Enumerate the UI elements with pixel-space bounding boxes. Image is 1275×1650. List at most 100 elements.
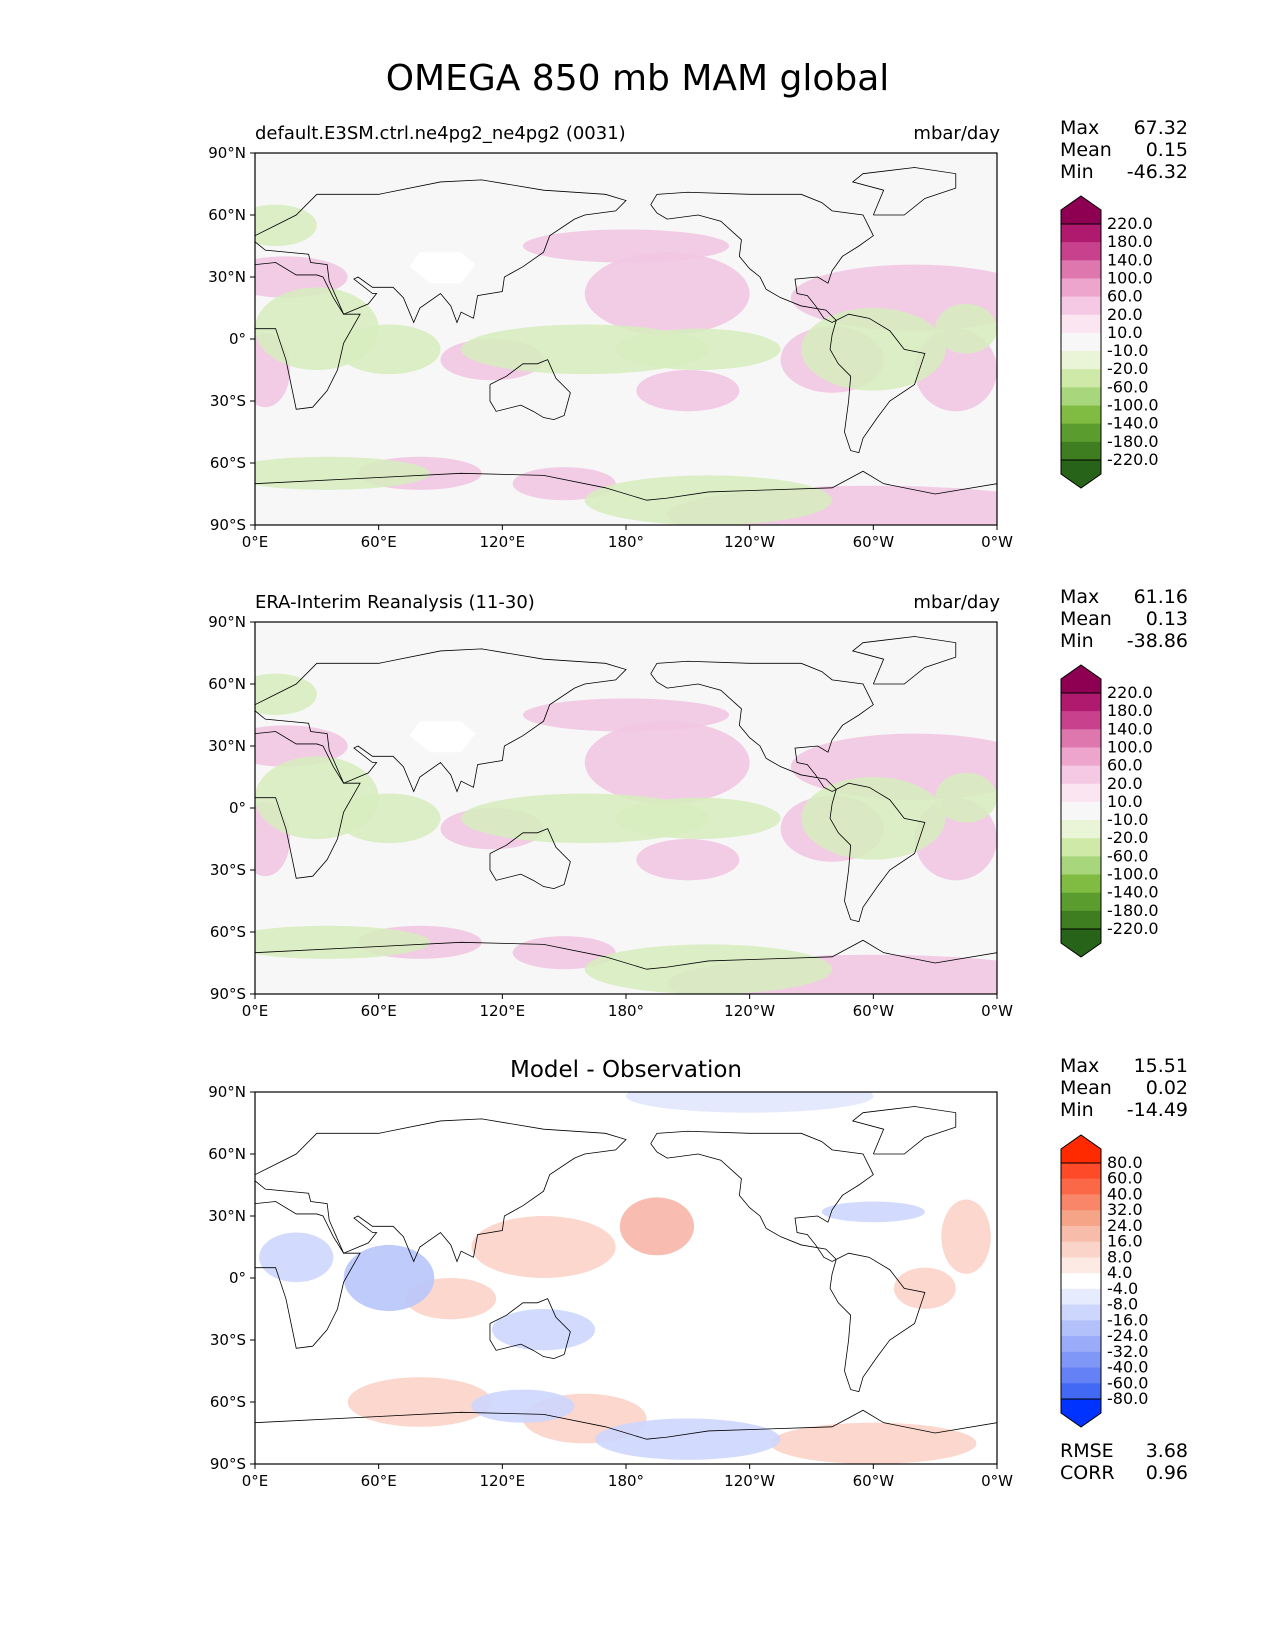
lat-tick-label: 30°S xyxy=(210,861,246,879)
coastline-1 xyxy=(255,1118,627,1263)
lon-tick-label: 60°W xyxy=(853,1002,895,1020)
colorbar-swatch xyxy=(1061,423,1101,443)
colorbar-swatch xyxy=(1061,1241,1101,1258)
stat-min-label: Min xyxy=(1060,161,1094,183)
lon-tick-label: 180° xyxy=(608,1002,644,1020)
colorbar-swatch xyxy=(1061,1194,1101,1211)
lon-tick-label: 180° xyxy=(608,533,644,551)
colorbar-extend-min xyxy=(1060,928,1102,958)
colorbar-extend-min xyxy=(1060,459,1102,489)
lon-tick-label: 0°W xyxy=(981,533,1013,551)
colorbar-level-label: 20.0 xyxy=(1107,774,1143,793)
field-pos xyxy=(584,721,750,804)
colorbar-level-label: 220.0 xyxy=(1107,214,1153,233)
lat-tick-label: 60°S xyxy=(210,1393,246,1411)
stat-mean-label: Mean xyxy=(1060,608,1112,630)
colorbar-swatch xyxy=(1061,260,1101,279)
lon-tick-label: 0°W xyxy=(981,1002,1013,1020)
colorbar-level-label: -100.0 xyxy=(1107,865,1159,884)
colorbar-level-label: 60.0 xyxy=(1107,756,1143,775)
lat-tick-label: 60°N xyxy=(208,1145,246,1163)
lon-tick-label: 120°W xyxy=(724,1002,775,1020)
colorbar-swatch xyxy=(1061,405,1101,425)
colorbar-swatch xyxy=(1061,1163,1101,1180)
colorbar-3: 80.060.040.032.024.016.08.04.0-4.0-8.0-1… xyxy=(1060,1134,1148,1428)
colorbar-swatch xyxy=(1061,278,1101,298)
lon-tick-label: 60°E xyxy=(361,1002,397,1020)
colorbar-level-label: -4.0 xyxy=(1107,1279,1138,1298)
coastline-2 xyxy=(489,1298,571,1360)
tibet-mask xyxy=(409,252,476,284)
metric-corr-label: CORR xyxy=(1060,1462,1115,1484)
field-neg xyxy=(626,1092,874,1113)
field-pos xyxy=(347,1377,493,1427)
colorbar-swatch xyxy=(1061,711,1101,730)
stat-mean-label: Mean xyxy=(1060,139,1112,161)
colorbar-swatch xyxy=(1061,242,1101,261)
lon-tick-label: 120°W xyxy=(724,533,775,551)
colorbar-swatch xyxy=(1061,874,1101,894)
colorbar-level-label: 180.0 xyxy=(1107,701,1153,720)
field-pos xyxy=(770,1422,977,1464)
colorbar-extend-max xyxy=(1060,664,1102,694)
field-pos xyxy=(941,1199,991,1274)
colorbar-swatch xyxy=(1061,1383,1101,1400)
colorbar-swatch xyxy=(1061,1288,1101,1306)
colorbar-level-label: -60.0 xyxy=(1107,846,1148,865)
field-pos xyxy=(522,698,730,732)
stat-min: -38.86 xyxy=(1126,630,1188,652)
field-neg xyxy=(584,475,833,525)
colorbar-level-label: 20.0 xyxy=(1107,305,1143,324)
stat-mean: 0.13 xyxy=(1145,608,1188,630)
field-pos xyxy=(584,252,750,335)
coastline-0 xyxy=(255,731,361,879)
panel2-stats: Max 61.16 Mean 0.13 Min -38.86 xyxy=(1060,586,1188,652)
colorbar-level-label: 24.0 xyxy=(1107,1216,1143,1235)
lon-tick-label: 120°W xyxy=(724,1472,775,1490)
metric-rmse-label: RMSE xyxy=(1060,1440,1114,1462)
field-neg xyxy=(615,328,781,371)
stat-min-label: Min xyxy=(1060,630,1094,652)
lon-tick-label: 0°E xyxy=(242,533,269,551)
colorbar-swatch xyxy=(1061,693,1101,712)
colorbar-swatch xyxy=(1061,1336,1101,1353)
lon-tick-label: 180° xyxy=(608,1472,644,1490)
colorbar-level-label: -180.0 xyxy=(1107,901,1159,920)
colorbar-level-label: -16.0 xyxy=(1107,1310,1148,1329)
lat-tick-label: 30°N xyxy=(208,737,246,755)
stat-min-label: Min xyxy=(1060,1099,1094,1121)
colorbar-swatch xyxy=(1061,332,1101,352)
colorbar-level-label: -60.0 xyxy=(1107,1373,1148,1392)
field-pos xyxy=(636,839,740,881)
colorbar-level-label: 100.0 xyxy=(1107,737,1153,756)
colorbar-level-label: 8.0 xyxy=(1107,1247,1132,1266)
lat-tick-label: 30°S xyxy=(210,1331,246,1349)
colorbar-level-label: -8.0 xyxy=(1107,1295,1138,1314)
map-panel-1: 90°N 60°N 30°N 0° 30°S 60°S 90°S0°E 60°E 120°E 18… xyxy=(208,144,1013,551)
panel2-title-right: mbar/day xyxy=(913,592,1000,613)
colorbar-level-label: -10.0 xyxy=(1107,341,1148,360)
stat-max-label: Max xyxy=(1060,1055,1100,1077)
panel1-stats: Max 67.32 Mean 0.15 Min -46.32 xyxy=(1060,117,1188,183)
colorbar-level-label: -140.0 xyxy=(1107,883,1159,902)
field-neg xyxy=(935,772,997,823)
colorbar-level-label: 80.0 xyxy=(1107,1153,1143,1172)
lon-tick-label: 120°E xyxy=(480,1472,526,1490)
coastline-3 xyxy=(650,660,874,792)
colorbar-level-label: -80.0 xyxy=(1107,1389,1148,1408)
colorbar-swatch xyxy=(1061,1273,1101,1290)
colorbar-level-label: 60.0 xyxy=(1107,1169,1143,1188)
colorbar-level-label: -140.0 xyxy=(1107,414,1159,433)
colorbar-level-label: -10.0 xyxy=(1107,810,1148,829)
colorbar-level-label: -60.0 xyxy=(1107,377,1148,396)
coastline-3 xyxy=(650,191,874,323)
colorbar-level-label: 100.0 xyxy=(1107,268,1153,287)
coastline-5 xyxy=(851,1106,957,1155)
colorbar-level-label: -100.0 xyxy=(1107,396,1159,415)
coastline-4 xyxy=(829,782,926,923)
lon-tick-label: 0°W xyxy=(981,1472,1013,1490)
colorbar-level-label: -32.0 xyxy=(1107,1342,1148,1361)
colorbar-swatch xyxy=(1061,1320,1101,1337)
field-pos xyxy=(619,1197,695,1256)
lat-tick-label: 90°S xyxy=(210,985,246,1003)
